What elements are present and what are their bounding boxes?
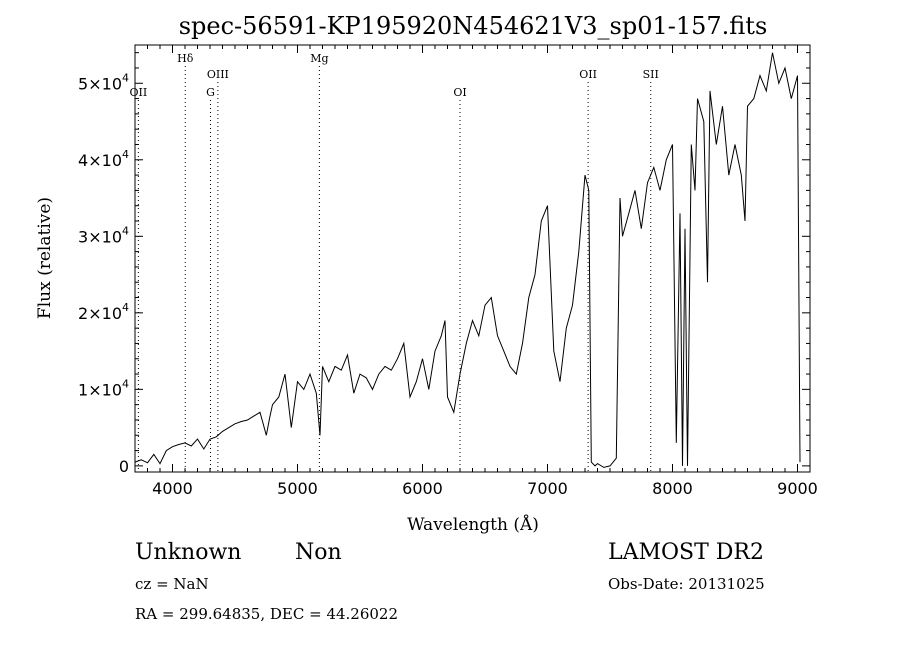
spectral-line-label: SII	[643, 68, 659, 81]
redshift-label: cz = NaN	[135, 575, 209, 593]
survey-label: LAMOST DR2	[608, 540, 764, 565]
y-axis-label: Flux (relative)	[35, 197, 55, 319]
x-tick-label: 9000	[777, 479, 818, 498]
x-axis-label: Wavelength (Å)	[407, 514, 539, 535]
spectral-line-label: OI	[453, 86, 466, 99]
spectral-line-label: G	[206, 86, 215, 99]
x-axis-ticks: 4000 5000 6000 7000 8000 9000	[147, 45, 818, 498]
subclass-label: Non	[295, 540, 342, 565]
y-tick-exponent: 4	[122, 377, 129, 390]
y-tick-label: 1×104	[78, 377, 129, 399]
spectral-line-label: OII	[579, 68, 597, 81]
y-tick-label: 2×104	[78, 301, 129, 323]
y-tick-label: 4×104	[78, 148, 129, 170]
spectral-line-markers: OII Hδ G OIII Mg OI OII SII	[130, 52, 659, 472]
x-tick-label: 8000	[652, 479, 693, 498]
y-tick-exponent: 4	[122, 301, 129, 314]
x-tick-label: 7000	[527, 479, 568, 498]
y-tick-exponent: 4	[122, 148, 129, 161]
x-tick-label: 6000	[402, 479, 443, 498]
y-tick-mantissa: 4×10	[78, 151, 122, 170]
obs-date-label: Obs-Date: 20131025	[608, 575, 765, 593]
y-tick-mantissa: 0	[119, 457, 129, 476]
y-tick-mantissa: 2×10	[78, 304, 122, 323]
chart-title: spec-56591-KP195920N454621V3_sp01-157.fi…	[179, 12, 768, 40]
y-tick-label: 3×104	[78, 224, 129, 246]
spectral-line-label: OII	[130, 86, 148, 99]
spectral-line-label: Hδ	[177, 52, 194, 65]
y-tick-mantissa: 1×10	[78, 380, 122, 399]
y-tick-exponent: 4	[122, 224, 129, 237]
x-tick-label: 4000	[152, 479, 193, 498]
y-tick-mantissa: 5×10	[78, 74, 122, 93]
y-tick-exponent: 4	[122, 71, 129, 84]
x-tick-label: 5000	[277, 479, 318, 498]
series-spectrum-line	[134, 52, 801, 468]
spectral-line-label: OIII	[207, 68, 229, 81]
class-label: Unknown	[135, 540, 242, 565]
y-tick-label: 5×104	[78, 71, 129, 93]
y-tick-label: 0	[119, 457, 129, 476]
y-tick-mantissa: 3×10	[78, 227, 122, 246]
spectral-line-label: Mg	[310, 52, 328, 65]
coordinates-label: RA = 299.64835, DEC = 44.26022	[135, 605, 399, 623]
plot-frame	[134, 44, 811, 473]
